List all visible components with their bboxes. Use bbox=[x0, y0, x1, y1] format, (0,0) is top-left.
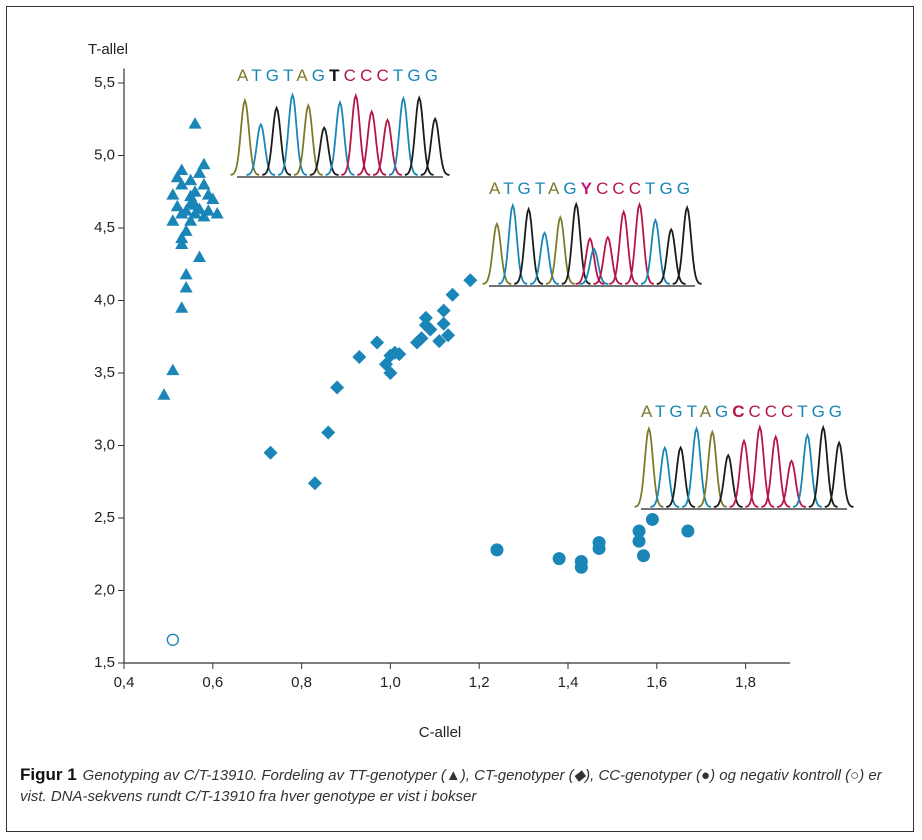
x-tick-label: 1,2 bbox=[469, 674, 490, 691]
y-tick-label: 3,5 bbox=[94, 364, 115, 381]
y-tick-label: 4,5 bbox=[94, 219, 115, 236]
y-axis-label: T-allel bbox=[88, 41, 128, 58]
chromatogram-peak bbox=[405, 98, 434, 175]
y-tick-label: 5,5 bbox=[94, 74, 115, 91]
point bbox=[330, 381, 344, 395]
x-tick-label: 1,0 bbox=[380, 674, 401, 691]
point bbox=[175, 301, 188, 313]
point bbox=[166, 364, 179, 376]
y-tick-label: 3,0 bbox=[94, 436, 115, 453]
point bbox=[646, 513, 659, 526]
chromatogram-peak bbox=[278, 95, 307, 175]
point bbox=[490, 543, 503, 556]
page: T-allel C-allel 1,5 2,0 2,5 3,0 3,5 4,0 4,5 5,0… bbox=[0, 0, 922, 840]
point bbox=[308, 476, 322, 490]
y-tick-label: 4,0 bbox=[94, 291, 115, 308]
point bbox=[575, 561, 588, 574]
point bbox=[180, 281, 193, 293]
y-tick-label: 5,0 bbox=[94, 146, 115, 163]
point bbox=[197, 178, 210, 190]
point bbox=[352, 350, 366, 364]
point bbox=[681, 525, 694, 538]
x-tick-label: 0,4 bbox=[114, 674, 135, 691]
chromatogram-peak bbox=[389, 98, 418, 175]
point bbox=[180, 224, 193, 236]
point bbox=[167, 634, 178, 645]
x-tick-label: 1,6 bbox=[646, 674, 667, 691]
point bbox=[637, 549, 650, 562]
point bbox=[370, 336, 384, 350]
chart: T-allel C-allel 1,5 2,0 2,5 3,0 3,5 4,0 4,5 5,0… bbox=[0, 0, 922, 760]
point bbox=[157, 388, 170, 400]
chromatogram-peak bbox=[498, 205, 527, 284]
point bbox=[166, 188, 179, 200]
chromatogram-peak bbox=[341, 96, 370, 175]
point bbox=[321, 425, 335, 439]
point bbox=[633, 535, 646, 548]
y-tick-label: 2,5 bbox=[94, 509, 115, 526]
chromatogram-peak bbox=[625, 205, 654, 284]
point bbox=[437, 304, 451, 318]
y-tick-label: 2,0 bbox=[94, 581, 115, 598]
caption-label: Figur 1 bbox=[20, 765, 77, 784]
x-axis-label: C-allel bbox=[419, 724, 462, 741]
point bbox=[593, 542, 606, 555]
chromatogram-peak bbox=[673, 208, 702, 284]
point bbox=[189, 117, 202, 129]
point bbox=[180, 268, 193, 280]
point bbox=[463, 273, 477, 287]
point bbox=[202, 204, 215, 216]
x-tick-label: 1,4 bbox=[558, 674, 579, 691]
point bbox=[553, 552, 566, 565]
x-tick-label: 1,8 bbox=[735, 674, 756, 691]
x-tick-label: 0,8 bbox=[291, 674, 312, 691]
chromatogram-peak bbox=[682, 429, 711, 507]
point bbox=[197, 158, 210, 170]
caption: Figur 1Genotyping av C/T-13910. Fordelin… bbox=[20, 764, 910, 807]
x-tick-label: 0,6 bbox=[202, 674, 223, 691]
chromatogram-peak bbox=[231, 101, 260, 175]
y-tick-label: 1,5 bbox=[94, 654, 115, 671]
point bbox=[446, 288, 460, 302]
caption-text: Genotyping av C/T-13910. Fordeling av TT… bbox=[20, 767, 882, 805]
point bbox=[419, 311, 433, 325]
point bbox=[437, 317, 451, 331]
point bbox=[264, 446, 278, 460]
chromatogram-peak bbox=[562, 204, 591, 284]
chromatogram-peak bbox=[635, 429, 664, 507]
point bbox=[193, 251, 206, 263]
chromatogram-peak bbox=[809, 427, 838, 507]
chromatogram-peak bbox=[745, 427, 774, 507]
